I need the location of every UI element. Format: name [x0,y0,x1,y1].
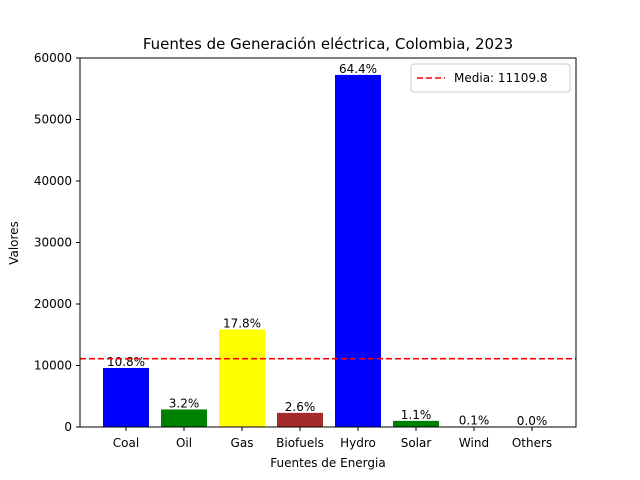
bar-label-wind: 0.1% [459,413,490,427]
bar-gas [219,329,265,427]
x-tick-label-coal: Coal [113,436,139,450]
x-tick-label-solar: Solar [401,436,432,450]
x-tick-label-hydro: Hydro [340,436,376,450]
plot-area: 10.8% Coal 3.2% Oil 17.8% Gas 2.6% Biofuels 64.4… [34,51,577,450]
bar-label-solar: 1.1% [401,408,432,422]
x-tick-label-biofuels: Biofuels [276,436,324,450]
legend: Media: 11109.8 [410,63,571,93]
y-tick-label: 10000 [34,359,72,373]
y-tick-label: 40000 [34,174,72,188]
legend-box [410,63,571,93]
chart-title: Fuentes de Generación eléctrica, Colombi… [143,35,513,53]
y-tick-label: 30000 [34,236,72,250]
bar-label-coal: 10.8% [107,355,145,369]
x-tick-label-gas: Gas [231,436,254,450]
y-tick-label: 0 [64,420,72,434]
bar-label-hydro: 64.4% [339,62,377,76]
y-tick-label: 50000 [34,113,72,127]
bar-label-others: 0.0% [517,414,548,428]
bar-coal [103,367,149,427]
y-axis-label: Valores [7,221,21,265]
bar-label-gas: 17.8% [223,317,261,331]
bar-label-oil: 3.2% [169,396,200,410]
x-tick-label-others: Others [512,436,552,450]
bar-oil [161,409,207,427]
x-tick-label-wind: Wind [459,436,489,450]
bar-biofuels [277,412,323,427]
x-axis-label: Fuentes de Energia [270,456,385,470]
bar-solar [393,420,439,427]
legend-mean-label: Media: 11109.8 [454,71,548,85]
bar-label-biofuels: 2.6% [285,400,316,414]
bar-hydro [335,74,381,427]
x-tick-label-oil: Oil [176,436,192,450]
y-tick-label: 20000 [34,297,72,311]
y-tick-label: 60000 [34,51,72,65]
axes-frame [79,57,577,428]
